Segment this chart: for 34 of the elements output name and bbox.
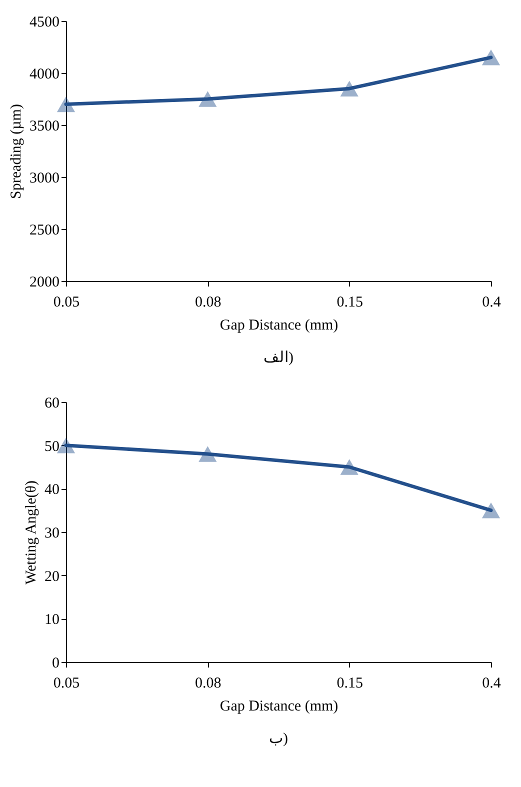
- y-tick-label: 2500: [30, 222, 60, 238]
- point: [482, 502, 500, 518]
- y-tick-label: 50: [44, 438, 60, 455]
- y-tick-label: 3500: [30, 118, 60, 134]
- y-tick-label: 2000: [30, 274, 60, 290]
- y-axis-title: Spreading (µm): [8, 104, 24, 199]
- x-tick-label: 0.4: [482, 676, 502, 692]
- y-tick-label: 0: [52, 656, 60, 672]
- y-tick-label: 4000: [30, 66, 60, 82]
- x-tick-label: 0.08: [195, 676, 222, 692]
- y-axis-title: Wetting Angle(θ): [24, 480, 40, 584]
- text: الف): [264, 350, 294, 366]
- x-tick-label: 0.15: [336, 676, 363, 692]
- y-tick-label: 30: [44, 526, 60, 542]
- point: [482, 50, 500, 66]
- point: [198, 91, 217, 107]
- x-tick-label: 0.08: [195, 294, 222, 310]
- point: [340, 80, 358, 96]
- y-tick-label: 20: [44, 568, 60, 585]
- x-tick-label: 0.05: [53, 676, 80, 692]
- y-tick-label: 40: [44, 482, 60, 498]
- text: ب): [269, 731, 288, 747]
- y-tick-label: 60: [44, 396, 60, 412]
- x-tick-label: 0.4: [482, 294, 502, 310]
- x-tick-label: 0.15: [336, 294, 363, 310]
- x-axis-title: Gap Distance (mm): [220, 318, 338, 334]
- point: [198, 446, 217, 462]
- y-tick-label: 4500: [30, 14, 60, 30]
- point: [340, 459, 358, 475]
- y-tick-label: 10: [44, 612, 60, 628]
- y-tick-label: 3000: [30, 170, 60, 186]
- x-axis-title: Gap Distance (mm): [220, 698, 338, 714]
- x-tick-label: 0.05: [53, 294, 80, 310]
- point: [56, 96, 76, 112]
